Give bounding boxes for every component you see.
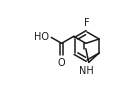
Text: O: O bbox=[58, 58, 65, 68]
Text: HO: HO bbox=[34, 32, 49, 42]
Text: NH: NH bbox=[79, 66, 94, 76]
Text: F: F bbox=[84, 17, 90, 27]
